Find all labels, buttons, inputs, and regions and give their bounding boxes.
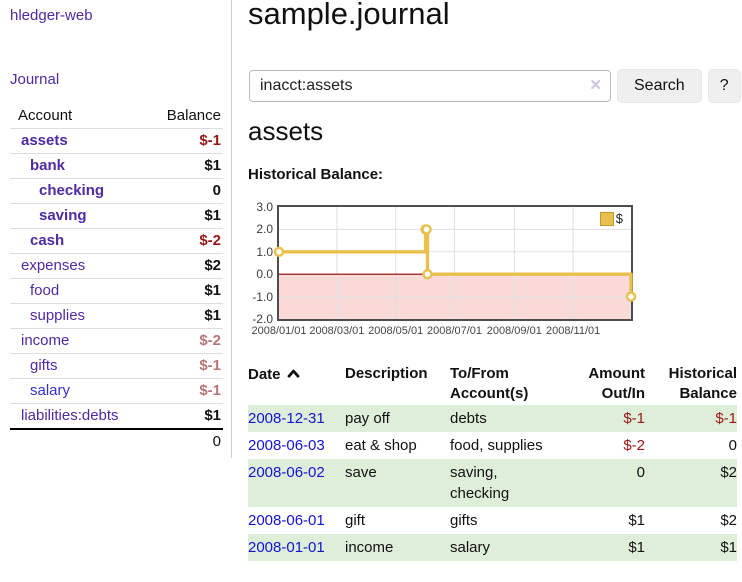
account-link-saving[interactable]: saving [39,207,87,224]
register-row: 2008-06-03 eat & shop food, supplies $-2… [248,432,737,459]
transaction-amount: $1 [628,512,645,529]
account-row: cash $-2 [10,228,223,254]
account-row: expenses $2 [10,253,223,279]
accounts-total-value: 0 [148,428,223,454]
chart-plot[interactable]: $ [273,205,637,321]
transaction-amount: $-2 [623,437,645,454]
account-link-assets[interactable]: assets [21,132,68,149]
help-button[interactable]: ? [707,69,741,103]
transaction-description: eat & shop [345,437,417,454]
account-balance: $1 [148,278,223,304]
transaction-accounts: salary [450,539,491,556]
accounts-header-balance: Balance [166,107,221,124]
register-header-tofrom: To/From Account(s) [450,365,529,402]
account-balance: $-2 [148,328,223,354]
transaction-amount: $-1 [623,410,645,427]
account-balance: $2 [148,253,223,279]
register-header-description: Description [345,365,428,382]
account-row: food $1 [10,278,223,304]
transaction-accounts: debts [450,410,487,427]
register-row: 2008-12-31 pay off debts $-1 $-1 [248,405,737,432]
transaction-date-link[interactable]: 2008-06-03 [248,437,325,454]
transaction-balance: $2 [720,512,737,529]
app-brand-link[interactable]: hledger-web [10,7,93,24]
register-header-date-label: Date [248,366,281,383]
accounts-header-account: Account [18,107,73,124]
transaction-amount: $1 [628,539,645,556]
register-table: Date Description To/From Account(s) Amoun… [248,363,737,561]
transaction-accounts: gifts [450,512,478,529]
account-link-cash[interactable]: cash [30,232,65,249]
account-balance: $1 [148,153,223,179]
account-balance: $1 [148,203,223,229]
legend-swatch-icon [599,211,614,226]
transaction-description: pay off [345,410,390,427]
account-balance: $1 [148,303,223,329]
search-form: ✕ Search ? [249,69,741,103]
account-link-liabilities-debts[interactable]: liabilities:debts [21,407,119,424]
search-input[interactable] [249,70,611,102]
account-heading: assets [248,116,324,146]
sidebar: hledger-web Journal Account Balance asse… [0,0,232,458]
register-header-date[interactable]: Date [248,363,345,405]
chart-legend: $ [599,211,623,226]
account-link-bank[interactable]: bank [30,157,66,174]
account-link-salary[interactable]: salary [30,382,71,399]
register-row: 2008-06-01 gift gifts $1 $2 [248,507,737,534]
register-row: 2008-06-02 save saving, checking 0 $2 [248,459,737,507]
account-row: checking 0 [10,178,223,204]
sort-ascending-icon [287,364,300,384]
accounts-header-row: Account Balance [10,104,223,129]
transaction-date-link[interactable]: 2008-06-02 [248,464,325,481]
account-link-checking[interactable]: checking [39,182,105,199]
account-balance: $-1 [148,378,223,404]
account-row: assets $-1 [10,128,223,154]
account-link-supplies[interactable]: supplies [30,307,86,324]
transaction-balance: $1 [720,539,737,556]
accounts-table: Account Balance assets $-1 bank $1 check… [10,104,223,454]
register-row: 2008-01-01 income salary $1 $1 [248,534,737,561]
register-header-amount: Amount Out/In [588,365,645,402]
historical-balance-chart: 3.0 2.0 1.0 0.0 -1.0 -2.0 $ 2008/01/01 2008/03… [248,198,708,348]
transaction-balance: $-1 [715,410,737,427]
transaction-description: save [345,464,377,481]
transaction-description: income [345,539,394,556]
account-row: salary $-1 [10,378,223,404]
account-link-gifts[interactable]: gifts [30,357,58,374]
transaction-balance: $2 [720,464,737,481]
account-balance: $-2 [148,228,223,254]
transaction-date-link[interactable]: 2008-06-01 [248,512,325,529]
account-row: bank $1 [10,153,223,179]
account-row: saving $1 [10,203,223,229]
account-row: gifts $-1 [10,353,223,379]
search-button[interactable]: Search [617,69,702,103]
transaction-description: gift [345,512,366,529]
legend-label: $ [615,211,623,226]
register-header-balance: Historical Balance [668,365,737,402]
transaction-amount: 0 [636,464,645,481]
clear-search-icon[interactable]: ✕ [589,77,602,94]
account-link-food[interactable]: food [30,282,60,299]
main-content: sample.journal ✕ Search ? assets Histori… [248,0,742,582]
account-link-expenses[interactable]: expenses [21,257,86,274]
transaction-balance: 0 [728,437,737,454]
account-row: income $-2 [10,328,223,354]
transaction-accounts: food, supplies [450,437,543,454]
account-row: liabilities:debts $1 [10,403,223,429]
account-balance: $-1 [148,353,223,379]
account-balance: $-1 [148,128,223,154]
account-balance: $1 [148,403,223,429]
accounts-total-row: 0 [10,428,223,454]
account-link-income[interactable]: income [21,332,70,349]
sidebar-item-journal[interactable]: Journal [10,71,60,88]
transaction-date-link[interactable]: 2008-12-31 [248,410,325,427]
chart-y-axis: 3.0 2.0 1.0 0.0 -1.0 -2.0 [252,200,273,326]
account-row: supplies $1 [10,303,223,329]
transaction-date-link[interactable]: 2008-01-01 [248,539,325,556]
chart-heading: Historical Balance: [248,166,384,183]
register-header-row: Date Description To/From Account(s) Amoun… [248,363,737,405]
account-balance: 0 [148,178,223,204]
page-title: sample.journal [248,0,450,31]
transaction-accounts: saving, checking [450,464,510,502]
